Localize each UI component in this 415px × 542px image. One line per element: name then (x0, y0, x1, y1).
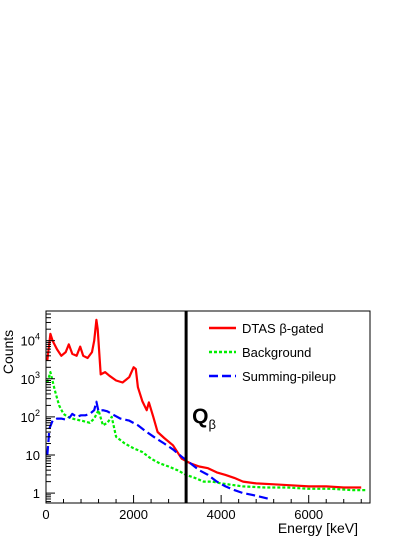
y-axis-label: Counts (0, 330, 16, 374)
legend-label-2: Background (242, 345, 311, 360)
series-line-1 (46, 318, 362, 489)
plot-frame (45, 310, 371, 504)
series-line-3 (46, 400, 270, 501)
x-tick-label: 2000 (119, 507, 148, 522)
y-tick-label: 10 (26, 448, 40, 463)
y-tick-label: 102 (21, 408, 40, 425)
y-tick-label: 103 (21, 370, 40, 387)
series-line-2 (46, 371, 366, 492)
x-tick-label: 6000 (294, 507, 323, 522)
legend-label-3: Summing-pileup (242, 369, 336, 384)
y-tick-label: 1 (33, 486, 40, 501)
x-axis-label: Energy [keV] (278, 520, 358, 536)
y-tick-label: 104 (21, 332, 40, 349)
x-tick-label: 0 (42, 507, 49, 522)
q-beta-label: Qβ (192, 405, 216, 432)
x-tick-label: 4000 (207, 507, 236, 522)
legend-label-1: DTAS β-gated (242, 321, 324, 336)
